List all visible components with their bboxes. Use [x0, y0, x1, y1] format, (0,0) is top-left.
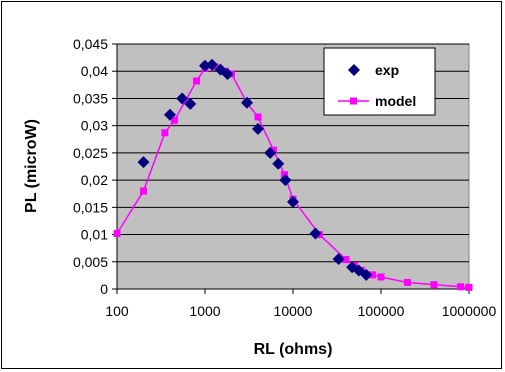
exp-point: [205, 58, 218, 71]
model-point: [161, 129, 169, 137]
y-tick-label: 0: [100, 281, 108, 297]
x-tick-label: 100: [105, 303, 129, 319]
model-point: [280, 171, 288, 179]
exp-point: [137, 156, 150, 169]
legend-exp-label: exp: [375, 62, 399, 78]
exp-point: [309, 227, 322, 240]
exp-point: [240, 96, 253, 109]
y-tick-label: 0,03: [81, 118, 108, 134]
model-point: [342, 256, 350, 264]
exp-point: [251, 122, 264, 135]
exp-point: [184, 97, 197, 110]
series-exp: [137, 58, 373, 281]
legend-item-exp: exp: [348, 62, 399, 78]
model-point: [170, 116, 178, 124]
legend-model-label: model: [375, 93, 416, 109]
exp-point: [360, 268, 373, 281]
legend: exp model: [323, 47, 436, 116]
exp-point: [279, 174, 292, 187]
y-tick-label: 0,01: [81, 227, 108, 243]
y-tick-labels: 0 0,005 0,01 0,015 0,02 0,025 0,03 0,035 0,04 0,0…: [73, 36, 108, 297]
model-point: [456, 283, 464, 291]
x-tick-label: 1000000: [442, 303, 497, 319]
exp-point: [264, 146, 277, 159]
model-point: [139, 187, 147, 195]
exp-point: [287, 195, 299, 208]
y-tick-label: 0,045: [73, 36, 108, 52]
model-point: [430, 281, 438, 289]
y-tick-label: 0,005: [73, 254, 108, 270]
legend-item-model: model: [338, 93, 416, 109]
x-tick-label: 10000: [274, 303, 313, 319]
model-point: [377, 273, 385, 281]
y-tick-label: 0,025: [73, 145, 108, 161]
x-tick-label: 1000: [189, 303, 220, 319]
x-axis-title: RL (ohms): [254, 341, 333, 358]
exp-point: [176, 92, 189, 105]
x-tick-labels: 100 1000 10000 100000 1000000: [105, 303, 496, 319]
y-axis-title: PL (microW): [23, 119, 40, 213]
model-point: [192, 77, 200, 85]
model-point: [254, 113, 262, 121]
model-point: [403, 278, 411, 286]
model-point: [368, 271, 376, 279]
y-tick-label: 0,015: [73, 199, 108, 215]
exp-point: [272, 157, 285, 170]
y-tick-label: 0,04: [81, 63, 108, 79]
exp-point: [221, 67, 234, 80]
exp-point: [163, 108, 176, 121]
legend-exp-marker: [348, 64, 360, 76]
model-point: [113, 229, 121, 237]
legend-model-marker: [350, 97, 357, 105]
x-tick-label: 100000: [358, 303, 405, 319]
axes: [112, 43, 470, 294]
model-point: [269, 146, 277, 154]
y-tick-label: 0,035: [73, 90, 108, 106]
model-point: [465, 283, 473, 291]
y-tick-label: 0,02: [81, 172, 108, 188]
legend-box: [323, 47, 436, 116]
